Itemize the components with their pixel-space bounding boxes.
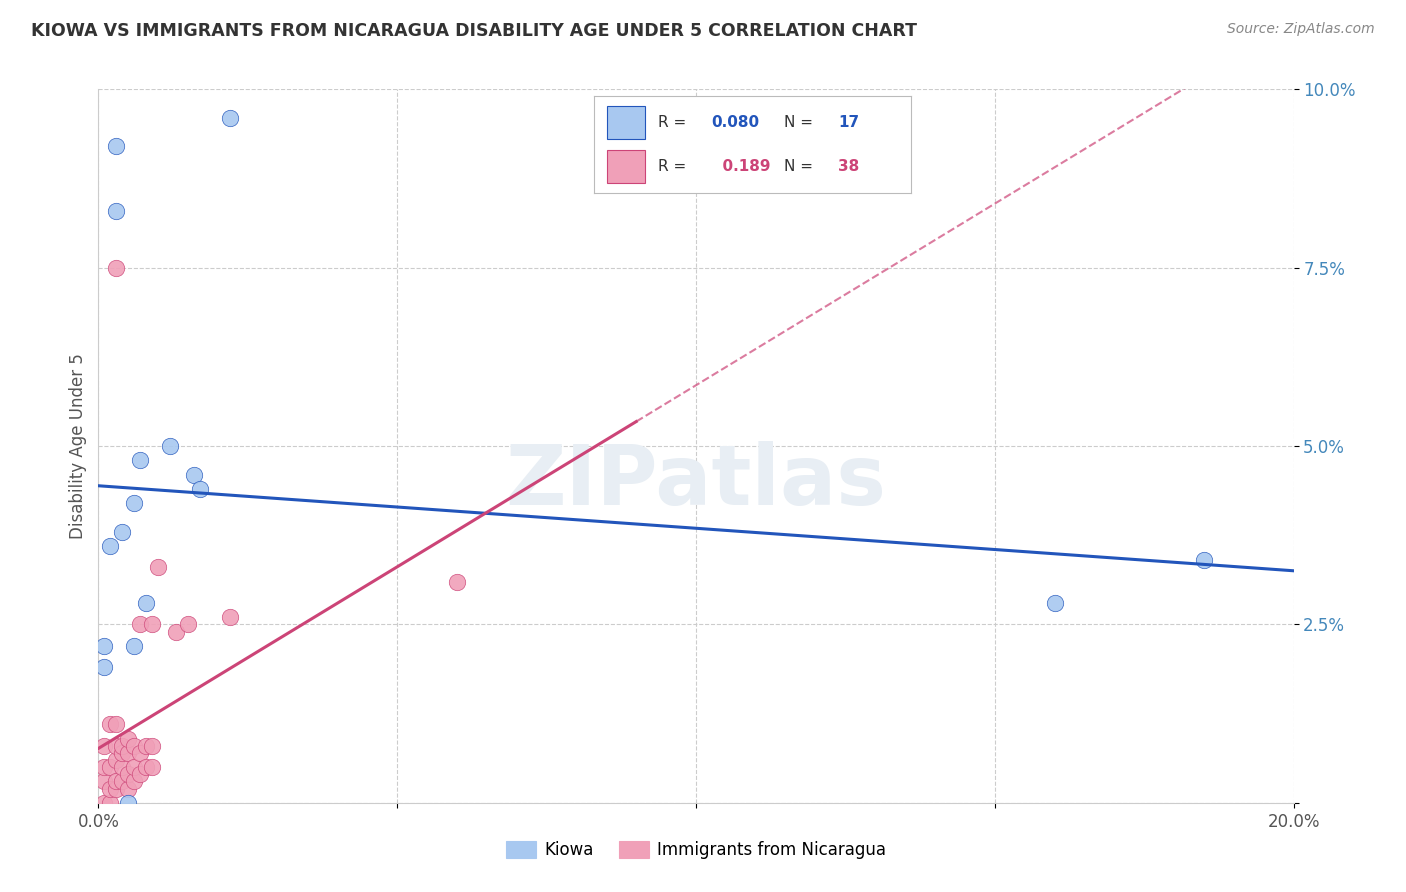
Point bbox=[124, 760, 146, 774]
Point bbox=[1192, 553, 1215, 567]
Point bbox=[111, 524, 134, 539]
Point bbox=[93, 660, 115, 674]
Point bbox=[177, 617, 200, 632]
Legend: Kiowa, Immigrants from Nicaragua: Kiowa, Immigrants from Nicaragua bbox=[499, 834, 893, 866]
Point bbox=[141, 760, 163, 774]
Point bbox=[141, 617, 163, 632]
Point bbox=[446, 574, 468, 589]
Text: KIOWA VS IMMIGRANTS FROM NICARAGUA DISABILITY AGE UNDER 5 CORRELATION CHART: KIOWA VS IMMIGRANTS FROM NICARAGUA DISAB… bbox=[31, 22, 917, 40]
Point bbox=[124, 639, 146, 653]
Point bbox=[98, 796, 122, 810]
Point bbox=[93, 739, 115, 753]
Point bbox=[129, 767, 152, 781]
Point bbox=[117, 781, 139, 796]
Point bbox=[188, 482, 211, 496]
Text: ZIPatlas: ZIPatlas bbox=[506, 442, 886, 522]
Point bbox=[111, 760, 134, 774]
Point bbox=[93, 760, 115, 774]
Point bbox=[93, 796, 115, 810]
Point bbox=[117, 746, 139, 760]
Point bbox=[105, 717, 128, 731]
Point bbox=[98, 539, 122, 553]
Point bbox=[105, 781, 128, 796]
Point bbox=[105, 260, 128, 275]
Point bbox=[105, 739, 128, 753]
Point bbox=[124, 496, 146, 510]
Point bbox=[141, 739, 163, 753]
Point bbox=[105, 203, 128, 218]
Point bbox=[219, 111, 242, 125]
Point bbox=[219, 610, 242, 624]
Point bbox=[105, 753, 128, 767]
Point bbox=[93, 639, 115, 653]
Point bbox=[159, 439, 181, 453]
Point bbox=[129, 617, 152, 632]
Point bbox=[1043, 596, 1066, 610]
Point bbox=[135, 739, 157, 753]
Point bbox=[111, 774, 134, 789]
Point bbox=[98, 760, 122, 774]
Point bbox=[111, 739, 134, 753]
Point bbox=[124, 739, 146, 753]
Point bbox=[117, 731, 139, 746]
Point bbox=[129, 453, 152, 467]
Point bbox=[148, 560, 170, 574]
Point bbox=[124, 774, 146, 789]
Point bbox=[165, 624, 187, 639]
Point bbox=[129, 746, 152, 760]
Point bbox=[93, 774, 115, 789]
Point bbox=[135, 760, 157, 774]
Point bbox=[117, 796, 139, 810]
Point bbox=[117, 767, 139, 781]
Text: Source: ZipAtlas.com: Source: ZipAtlas.com bbox=[1227, 22, 1375, 37]
Point bbox=[111, 746, 134, 760]
Point bbox=[135, 596, 157, 610]
Y-axis label: Disability Age Under 5: Disability Age Under 5 bbox=[69, 353, 87, 539]
Point bbox=[183, 467, 205, 482]
Point bbox=[98, 717, 122, 731]
Point bbox=[98, 781, 122, 796]
Point bbox=[105, 774, 128, 789]
Point bbox=[105, 139, 128, 153]
